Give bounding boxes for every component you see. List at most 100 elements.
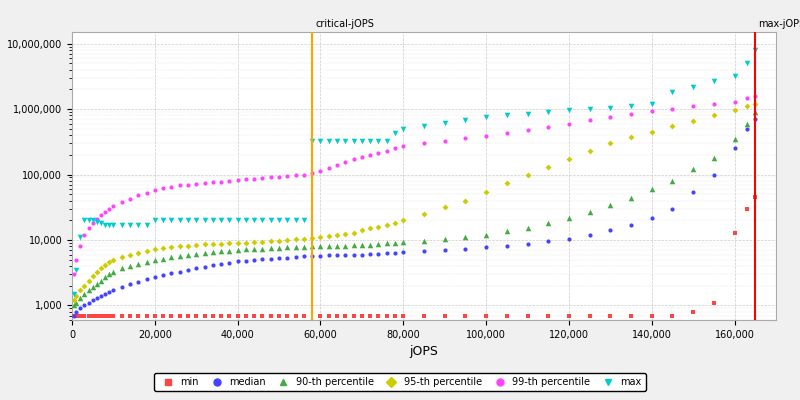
Point [74,234,86,240]
Point [190,181,202,187]
Point [115,199,128,205]
Point [686,166,699,172]
Point [583,232,596,238]
Point [157,245,170,251]
Point [749,101,762,107]
Point [459,197,472,204]
Point [248,256,261,263]
Legend: min, median, 90-th percentile, 95-th percentile, 99-th percentile, max: min, median, 90-th percentile, 95-th per… [154,373,646,391]
Point [165,244,178,250]
Point [625,195,638,201]
Point [501,242,514,249]
Point [562,235,575,242]
Point [273,244,286,251]
Point [239,246,252,252]
Point [165,184,178,190]
Point [322,312,335,319]
Point [273,255,286,261]
Point [625,111,638,117]
Point [686,188,699,195]
Point [68,312,81,319]
Point [281,173,294,179]
Point [82,287,95,294]
Point [231,258,244,265]
Point [707,300,720,306]
Point [98,312,111,319]
Point [330,252,343,259]
Point [149,246,162,252]
Point [707,171,720,178]
Point [256,312,269,319]
Point [480,232,493,238]
Point [355,154,368,160]
Point [157,217,170,224]
Point [90,295,103,301]
Point [132,250,145,256]
Point [290,217,302,224]
Text: max-jOPS: max-jOPS [758,19,800,29]
Point [78,232,91,238]
Point [123,195,136,202]
Point [82,225,95,232]
Point [98,291,111,297]
Point [418,237,430,244]
Point [174,182,186,189]
Point [149,274,162,280]
Point [459,135,472,141]
Point [364,242,377,248]
Point [418,248,430,254]
Point [107,287,120,294]
Point [749,47,762,53]
Point [347,252,360,258]
Point [70,309,82,315]
Point [347,312,360,319]
Point [198,264,211,270]
Point [174,253,186,259]
Point [86,312,99,319]
Point [501,312,514,319]
Point [389,145,402,152]
Point [666,206,679,212]
Point [501,180,514,186]
Point [248,239,261,246]
Point [239,217,252,224]
Point [231,312,244,319]
Point [74,287,86,294]
Point [322,243,335,249]
Point [583,148,596,154]
Point [86,217,99,224]
Point [115,312,128,319]
Point [298,217,310,224]
Point [604,140,617,146]
Point [256,217,269,224]
Point [562,155,575,162]
Point [330,232,343,238]
Point [140,312,153,319]
Point [140,259,153,265]
Point [70,300,82,306]
Point [646,108,658,114]
Point [248,312,261,319]
Point [123,251,136,258]
Point [231,217,244,224]
Point [223,260,236,266]
Point [68,291,81,297]
Point [583,117,596,123]
Point [322,165,335,171]
Point [459,116,472,123]
Point [86,273,99,279]
Point [438,236,451,242]
Point [115,254,128,260]
Point [604,227,617,234]
Point [562,107,575,114]
Point [438,204,451,210]
Point [123,263,136,269]
Point [330,312,343,319]
Point [298,235,310,242]
Point [389,240,402,246]
Point [322,252,335,259]
Point [298,171,310,178]
Point [646,128,658,135]
Point [741,120,754,127]
Point [231,240,244,246]
